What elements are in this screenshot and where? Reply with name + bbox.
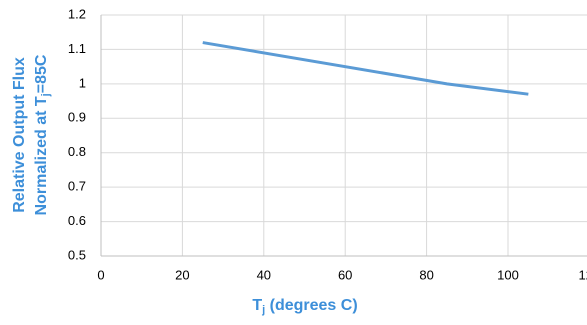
- data-line: [202, 41, 529, 96]
- y-label-sub: j: [40, 93, 52, 97]
- y-tick-label: 1: [79, 75, 86, 90]
- y-label-line1: Relative Output Flux: [11, 57, 28, 213]
- x-label-main: T: [252, 297, 262, 314]
- x-label-sub: j: [261, 304, 265, 316]
- x-tick-label: 80: [419, 267, 433, 282]
- y-tick-label: 1.1: [68, 41, 86, 56]
- y-tick-label: 0.6: [68, 213, 86, 228]
- x-tick-label: 120: [579, 267, 587, 282]
- x-tick-label: 20: [175, 267, 189, 282]
- y-label-rest: =85C: [33, 54, 50, 93]
- y-axis-title: Relative Output Flux Normalized at Tj=85…: [11, 54, 52, 215]
- x-tick-label: 60: [338, 267, 352, 282]
- y-tick-label: 0.8: [68, 144, 86, 159]
- y-tick-label: 1.2: [68, 6, 86, 21]
- x-tick-label: 40: [257, 267, 271, 282]
- x-tick-label: 100: [497, 267, 519, 282]
- y-label-line2: Normalized at Tj=85C: [33, 54, 52, 215]
- x-label-rest: (degrees C): [265, 297, 357, 314]
- y-tick-label: 0.9: [68, 110, 86, 125]
- x-tick-label: 0: [97, 267, 104, 282]
- x-axis-title: Tj (degrees C): [252, 297, 357, 316]
- y-tick-label: 0.7: [68, 179, 86, 194]
- y-label-main: Normalized at T: [33, 96, 50, 215]
- y-tick-label: 0.5: [68, 247, 86, 262]
